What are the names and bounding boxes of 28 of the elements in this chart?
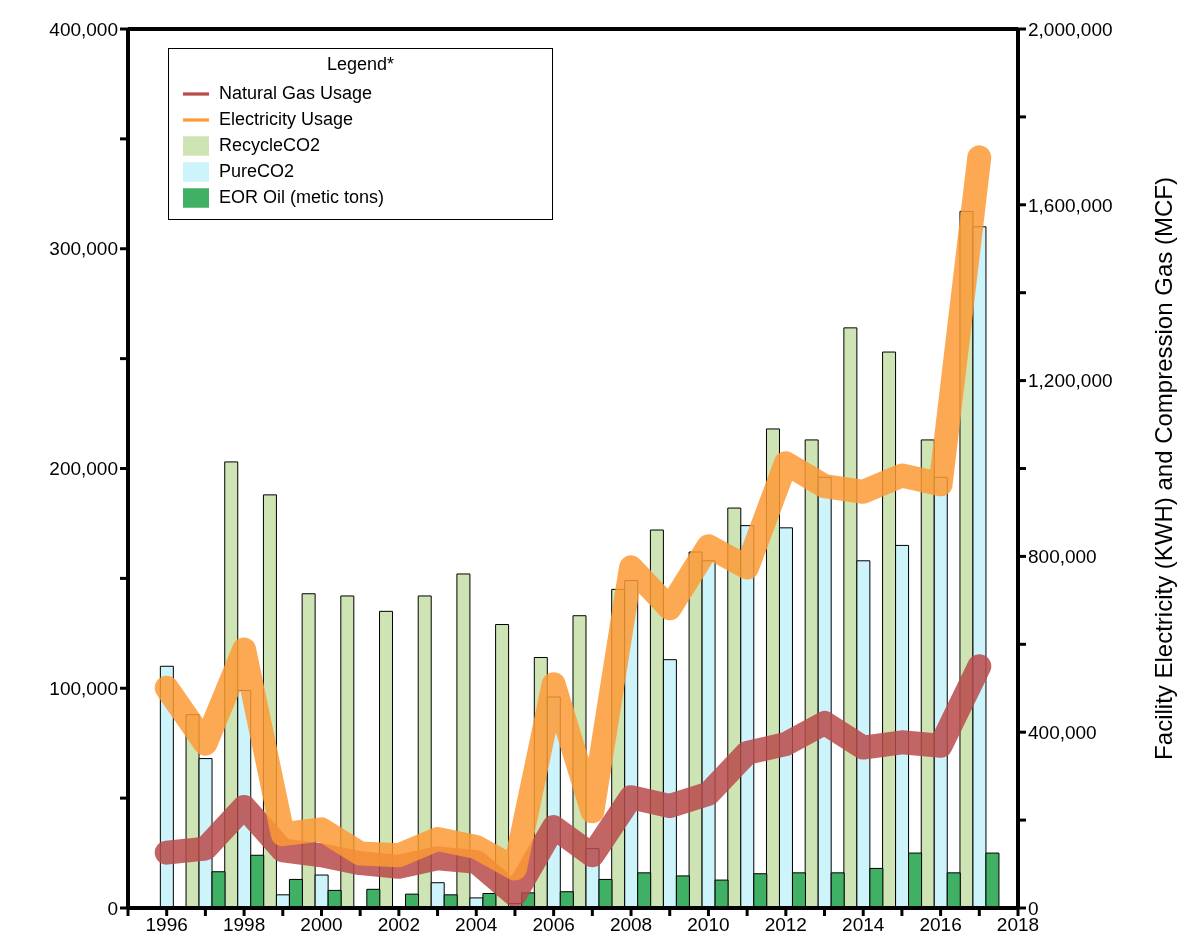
y-tick-label: 200,000 xyxy=(49,458,118,480)
y2-tick-label: 1,200,000 xyxy=(1028,370,1113,392)
y-tick-label: 400,000 xyxy=(49,18,118,40)
y-tick-label: 0 xyxy=(107,897,118,919)
legend-title: Legend* xyxy=(325,53,396,75)
y2-tick-label: 1,600,000 xyxy=(1028,194,1113,216)
x-tick-label: 1998 xyxy=(222,914,266,936)
x-tick-label: 2012 xyxy=(764,914,807,936)
x-tick-label: 2002 xyxy=(377,914,421,936)
x-tick-label: 2008 xyxy=(609,914,653,936)
x-tick-label: 2006 xyxy=(532,914,575,936)
x-tick-label: 2000 xyxy=(300,914,343,936)
x-tick-label: 2010 xyxy=(687,914,730,936)
legend-label: Natural Gas Usage xyxy=(219,82,373,103)
y-tick-label: 300,000 xyxy=(49,238,118,260)
legend-label: EOR Oil (metic tons) xyxy=(219,186,385,207)
y2-tick-label: 800,000 xyxy=(1028,546,1097,568)
legend-label: Electricity Usage xyxy=(219,108,354,129)
x-tick-label: 2004 xyxy=(455,914,498,936)
x-tick-label: 2014 xyxy=(842,914,885,936)
y-tick-label: 100,000 xyxy=(49,677,118,699)
legend-label: RecycleCO2 xyxy=(219,134,321,155)
x-tick-label: 1996 xyxy=(145,914,188,936)
y2-tick-label: 400,000 xyxy=(1028,721,1097,743)
legend-label: PureCO2 xyxy=(219,160,295,181)
y2-tick-label: 2,000,000 xyxy=(1028,18,1113,40)
y2-axis-title: Facility Electricity (KWH) and Compression Gas (MCF) xyxy=(1149,177,1177,760)
x-tick-label: 2016 xyxy=(919,914,962,936)
